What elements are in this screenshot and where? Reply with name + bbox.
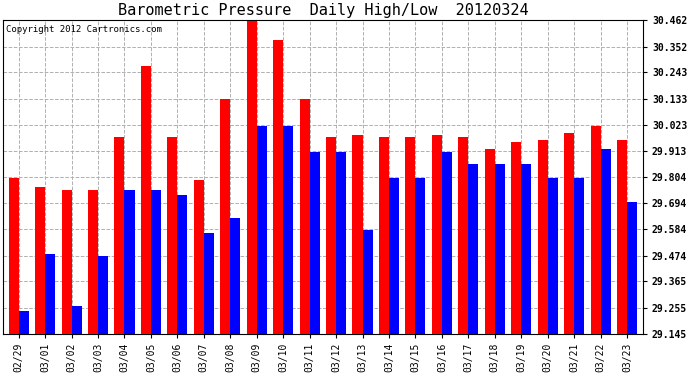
Bar (548, 178, 558, 334)
Bar (98, 256, 108, 334)
Bar (283, 126, 293, 334)
Bar (458, 138, 469, 334)
Bar (469, 164, 478, 334)
Bar (8, 178, 19, 334)
Bar (204, 232, 214, 334)
Bar (485, 149, 495, 334)
Bar (88, 190, 98, 334)
Bar (177, 195, 188, 334)
Bar (124, 190, 135, 334)
Bar (141, 66, 151, 334)
Bar (389, 178, 399, 334)
Bar (299, 99, 310, 334)
Bar (72, 306, 81, 334)
Bar (273, 40, 283, 334)
Bar (415, 178, 426, 334)
Bar (247, 21, 257, 334)
Bar (194, 180, 204, 334)
Bar (115, 138, 124, 334)
Bar (353, 135, 362, 334)
Bar (432, 135, 442, 334)
Bar (151, 190, 161, 334)
Bar (564, 133, 574, 334)
Bar (336, 152, 346, 334)
Bar (257, 126, 267, 334)
Bar (521, 164, 531, 334)
Bar (362, 230, 373, 334)
Bar (511, 142, 521, 334)
Bar (310, 152, 319, 334)
Bar (220, 99, 230, 334)
Bar (495, 164, 505, 334)
Bar (167, 138, 177, 334)
Bar (442, 152, 452, 334)
Title: Barometric Pressure  Daily High/Low  20120324: Barometric Pressure Daily High/Low 20120… (117, 3, 528, 18)
Bar (326, 138, 336, 334)
Bar (19, 311, 29, 334)
Bar (574, 178, 584, 334)
Bar (591, 126, 600, 334)
Bar (538, 140, 548, 334)
Bar (600, 149, 611, 334)
Bar (35, 188, 45, 334)
Bar (627, 202, 637, 334)
Bar (45, 254, 55, 334)
Text: Copyright 2012 Cartronics.com: Copyright 2012 Cartronics.com (6, 25, 162, 34)
Bar (230, 218, 240, 334)
Bar (61, 190, 72, 334)
Bar (379, 138, 389, 334)
Bar (617, 140, 627, 334)
Bar (406, 138, 415, 334)
